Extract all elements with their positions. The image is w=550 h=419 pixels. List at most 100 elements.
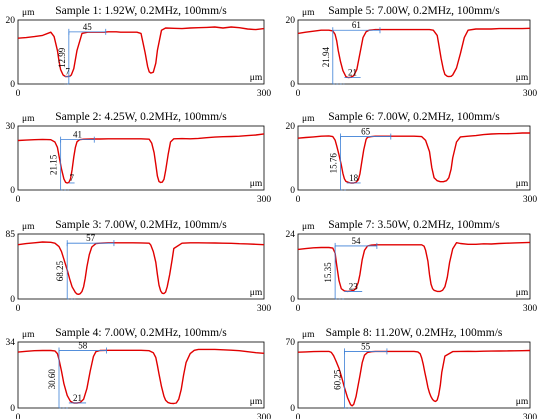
x-axis-unit: μm	[250, 288, 263, 298]
profile-line	[17, 348, 265, 405]
y-axis-unit: μm	[22, 222, 35, 232]
x-axis-unit: μm	[250, 397, 263, 407]
y-axis-unit: μm	[302, 330, 315, 340]
top-width-value-label: 61	[352, 20, 361, 30]
x-tick-label-min: 0	[296, 304, 301, 314]
chart-title: Sample 5: 7.00W, 0.2MHz, 100mm/s	[328, 5, 500, 17]
chart-title: Sample 7: 3.50W, 0.2MHz, 100mm/s	[328, 219, 500, 231]
depth-value-label: 21.94	[321, 46, 331, 67]
x-axis-unit: μm	[516, 288, 529, 298]
plot-frame	[297, 19, 531, 85]
x-axis-unit: μm	[516, 179, 529, 189]
top-width-value-label: 54	[352, 236, 362, 246]
chart-title: Sample 1: 1.92W, 0.2MHz, 100mm/s	[55, 5, 227, 17]
plot-frame	[297, 125, 531, 191]
plot-frame	[17, 125, 265, 191]
y-tick-label-max: 20	[6, 16, 16, 26]
bottom-width-value-label: 7	[65, 67, 70, 77]
x-tick-label-min: 0	[16, 413, 21, 419]
profile-line	[17, 241, 265, 295]
y-tick-label-min: 0	[290, 80, 295, 90]
y-tick-label-max: 70	[286, 338, 296, 348]
profile-line	[297, 27, 531, 79]
x-tick-label-max: 300	[523, 304, 538, 314]
top-width-value-label: 57	[86, 233, 96, 243]
depth-value-label: 12.99	[57, 47, 67, 68]
plot-frame	[297, 341, 531, 409]
x-tick-label-min: 0	[16, 304, 21, 314]
top-width-value-label: 58	[78, 341, 88, 351]
plot-frame	[17, 19, 265, 85]
chart-title: Sample 6: 7.00W, 0.2MHz, 100mm/s	[328, 111, 500, 123]
x-tick-label-min: 0	[296, 89, 301, 99]
chart-panel-3: Sample 2: 4.25W, 0.2MHz, 100mm/sμm300μm0…	[6, 111, 272, 205]
y-tick-label-max: 30	[6, 122, 16, 132]
profile-line	[297, 241, 531, 293]
profile-line	[297, 349, 531, 407]
chart-panel-4: Sample 6: 7.00W, 0.2MHz, 100mm/s μm 20 0 μm 0…	[286, 111, 538, 205]
x-tick-label-max: 300	[523, 195, 538, 205]
x-tick-label-max: 300	[257, 89, 272, 99]
bottom-width-value-label: 23	[349, 281, 359, 291]
plot-frame	[17, 233, 265, 300]
top-width-value-label: 65	[361, 127, 371, 137]
x-tick-label-max: 300	[257, 413, 272, 419]
y-tick-label-max: 34	[6, 338, 16, 348]
y-axis-unit: μm	[302, 222, 315, 232]
chart-panel-7: Sample 4: 7.00W, 0.2MHz, 100mm/s μm 34 0 μm 0…	[6, 327, 272, 419]
x-tick-label-max: 300	[523, 89, 538, 99]
y-axis-unit: μm	[22, 330, 35, 340]
plot-frame	[17, 341, 265, 409]
top-width-value-label: 41	[73, 130, 82, 140]
x-axis-unit: μm	[516, 73, 529, 83]
chart-panel-6: Sample 7: 3.50W, 0.2MHz, 100mm/s μm 24 0 μm 0…	[286, 219, 538, 314]
chart-panel-1: Sample 1: 1.92W, 0.2MHz, 100mm/s μm 20 0 μm 0…	[6, 5, 272, 99]
y-tick-label-min: 0	[290, 186, 295, 196]
x-tick-label-min: 0	[16, 195, 21, 205]
plot-frame	[297, 233, 531, 300]
y-tick-label-max: 20	[286, 16, 296, 26]
bottom-width-value-label: 7	[69, 173, 74, 183]
x-tick-label-min: 0	[16, 89, 21, 99]
depth-value-label: 68.25	[55, 260, 65, 281]
x-axis-unit: μm	[250, 73, 263, 83]
x-tick-label-min: 0	[296, 195, 301, 205]
bottom-width-value-label: 18	[349, 173, 359, 183]
y-tick-label-min: 0	[10, 404, 15, 414]
y-axis-unit: μm	[22, 8, 35, 18]
depth-value-label: 60.25	[332, 369, 342, 390]
chart-title: Sample 4: 7.00W, 0.2MHz, 100mm/s	[55, 327, 227, 339]
y-tick-label-max: 85	[6, 230, 16, 240]
depth-value-label: 21.15	[49, 154, 59, 175]
chart-title: Sample 2: 4.25W, 0.2MHz, 100mm/s	[55, 111, 227, 123]
y-tick-label-max: 20	[286, 122, 296, 132]
y-axis-unit: μm	[22, 114, 35, 124]
y-tick-label-min: 0	[10, 186, 15, 196]
y-axis-unit: μm	[302, 114, 315, 124]
x-axis-unit: μm	[516, 397, 529, 407]
x-tick-label-max: 300	[257, 195, 272, 205]
chart-title: Sample 3: 7.00W, 0.2MHz, 100mm/s	[55, 219, 227, 231]
profile-line	[17, 133, 265, 184]
x-tick-label-max: 300	[523, 413, 538, 419]
depth-value-label: 15.76	[329, 153, 339, 174]
y-tick-label-min: 0	[10, 295, 15, 305]
chart-panel-5: Sample 3: 7.00W, 0.2MHz, 100mm/s μm 85 0 μm 0…	[6, 219, 272, 314]
profile-line	[17, 26, 265, 78]
top-width-value-label: 45	[83, 22, 93, 32]
y-tick-label-min: 0	[290, 404, 295, 414]
bottom-width-value-label: 21	[73, 393, 82, 403]
chart-title: Sample 8: 11.20W, 0.2MHz, 100mm/s	[326, 327, 503, 339]
x-axis-unit: μm	[250, 179, 263, 189]
depth-value-label: 15.35	[323, 262, 333, 283]
y-tick-label-min: 0	[10, 80, 15, 90]
depth-value-label: 30.60	[47, 369, 57, 390]
top-width-value-label: 55	[361, 341, 371, 351]
x-tick-label-max: 300	[257, 304, 272, 314]
y-axis-unit: μm	[302, 8, 315, 18]
bottom-width-value-label: 21	[348, 68, 357, 78]
y-tick-label-min: 0	[290, 295, 295, 305]
chart-panel-2: Sample 5: 7.00W, 0.2MHz, 100mm/s μm 20 0 μm 0…	[286, 5, 538, 99]
y-tick-label-max: 24	[286, 230, 296, 240]
